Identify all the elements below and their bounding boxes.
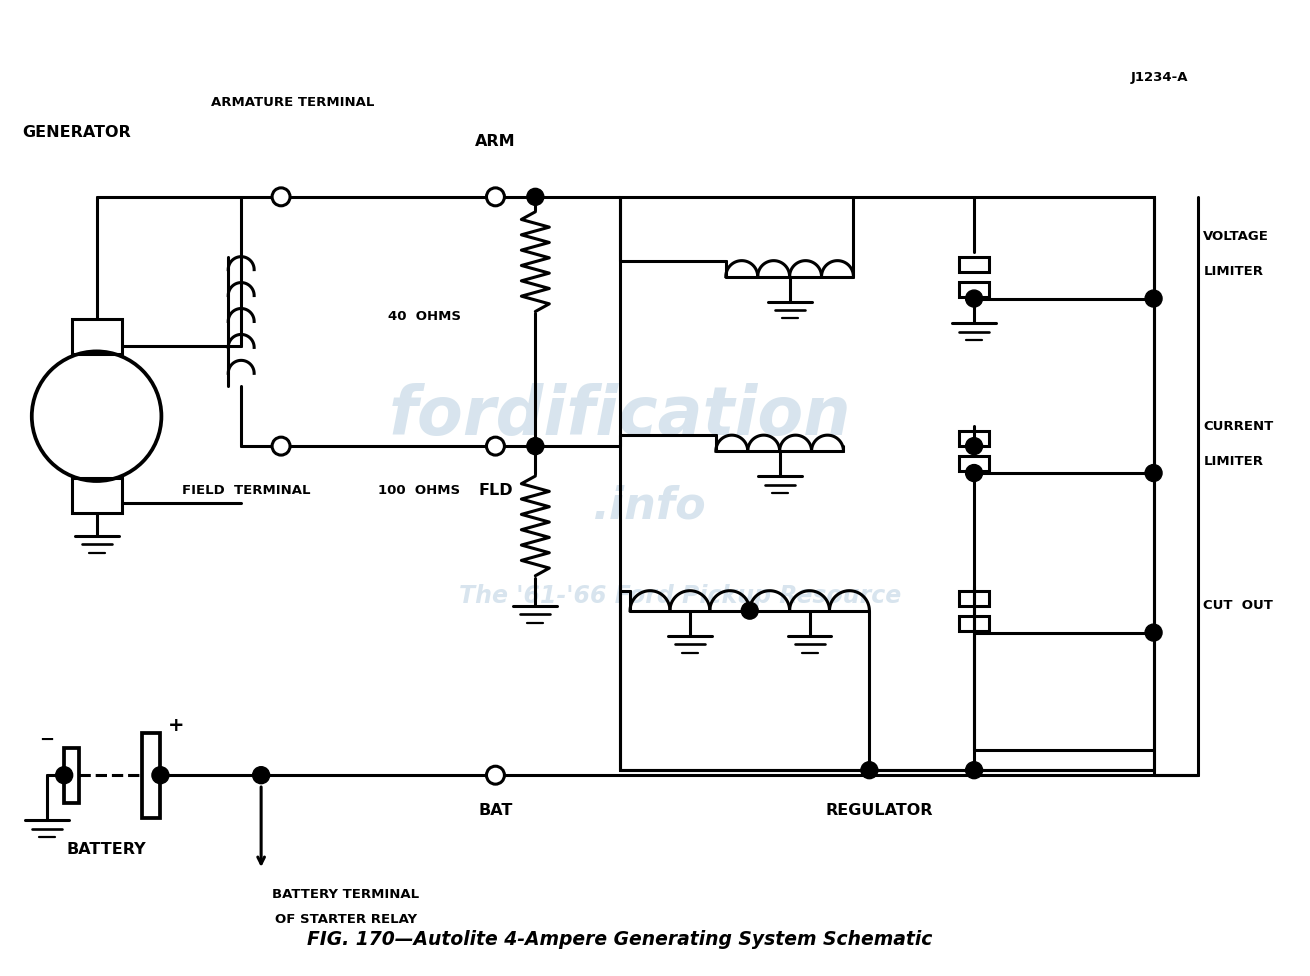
Circle shape xyxy=(527,437,544,455)
Bar xyxy=(959,456,989,471)
Text: CUT  OUT: CUT OUT xyxy=(1204,599,1273,612)
Text: FIELD  TERMINAL: FIELD TERMINAL xyxy=(182,484,310,498)
Circle shape xyxy=(965,761,982,779)
Text: ARMATURE TERMINAL: ARMATURE TERMINAL xyxy=(211,96,375,108)
Text: The '61-'66 Ford Pickup Resource: The '61-'66 Ford Pickup Resource xyxy=(458,584,901,608)
Circle shape xyxy=(741,602,758,619)
Text: BAT: BAT xyxy=(478,802,512,818)
Text: ARM: ARM xyxy=(476,135,516,149)
Text: J1234-A: J1234-A xyxy=(1131,70,1188,84)
Circle shape xyxy=(486,187,504,206)
Text: fordification: fordification xyxy=(389,384,852,449)
Circle shape xyxy=(527,188,544,205)
Bar xyxy=(72,478,122,513)
Text: .info: .info xyxy=(593,484,707,527)
Circle shape xyxy=(965,290,982,307)
Text: −: − xyxy=(39,731,54,750)
Circle shape xyxy=(861,761,878,779)
Bar xyxy=(959,257,989,271)
Bar xyxy=(143,733,160,818)
Bar xyxy=(959,431,989,446)
Bar xyxy=(620,197,1154,770)
Bar xyxy=(959,616,989,630)
Text: GENERATOR: GENERATOR xyxy=(22,125,131,140)
Bar xyxy=(959,590,989,606)
Text: LIMITER: LIMITER xyxy=(1204,455,1263,468)
Text: BATTERY: BATTERY xyxy=(67,842,147,858)
Text: 100  OHMS: 100 OHMS xyxy=(379,484,461,498)
Text: +: + xyxy=(168,715,185,735)
Text: VOLTAGE: VOLTAGE xyxy=(1204,230,1269,243)
Bar xyxy=(64,748,79,802)
Circle shape xyxy=(272,437,290,455)
Circle shape xyxy=(1145,290,1162,307)
Text: BATTERY TERMINAL: BATTERY TERMINAL xyxy=(272,888,419,902)
Bar xyxy=(72,319,122,354)
Circle shape xyxy=(965,465,982,481)
Circle shape xyxy=(272,187,290,206)
Text: FIG. 170—Autolite 4-Ampere Generating System Schematic: FIG. 170—Autolite 4-Ampere Generating Sy… xyxy=(308,930,933,950)
Text: OF STARTER RELAY: OF STARTER RELAY xyxy=(275,914,417,926)
Text: LIMITER: LIMITER xyxy=(1204,265,1263,278)
Text: 40  OHMS: 40 OHMS xyxy=(388,310,461,323)
Bar xyxy=(959,282,989,297)
Circle shape xyxy=(486,437,504,455)
Circle shape xyxy=(56,767,72,784)
Circle shape xyxy=(1145,465,1162,481)
Circle shape xyxy=(486,766,504,784)
Text: FLD: FLD xyxy=(478,483,512,499)
Text: CURRENT: CURRENT xyxy=(1204,420,1273,432)
Circle shape xyxy=(1145,624,1162,641)
Text: REGULATOR: REGULATOR xyxy=(825,802,933,818)
Circle shape xyxy=(253,767,270,784)
Circle shape xyxy=(965,437,982,455)
Circle shape xyxy=(152,767,169,784)
